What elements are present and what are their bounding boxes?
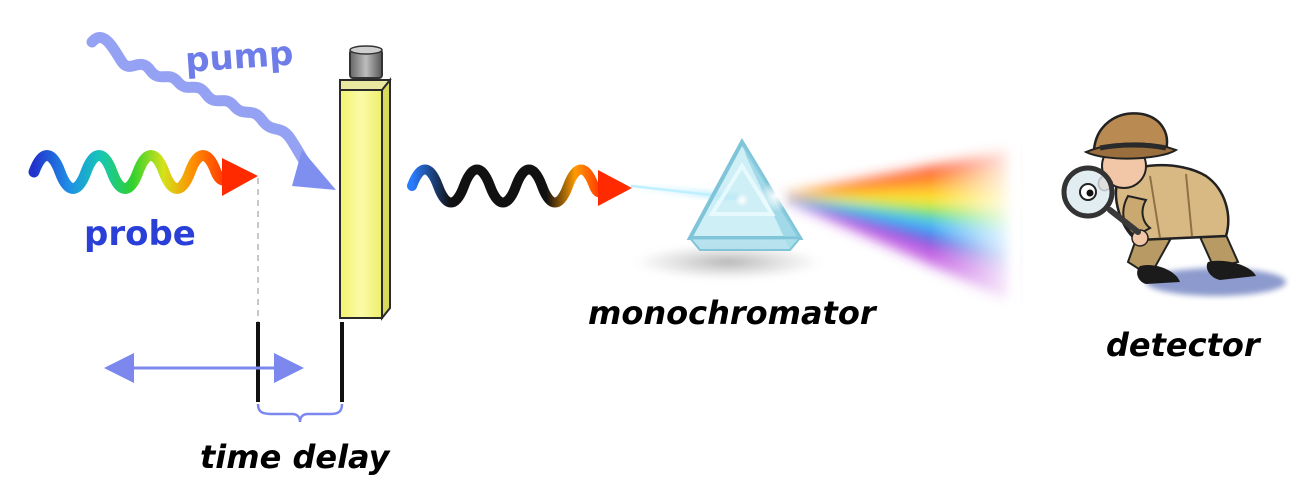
time-delay-indicator (104, 322, 344, 423)
monochromator-label: monochromator (588, 294, 878, 332)
probe-beam (28, 150, 258, 196)
delay-brace (256, 403, 344, 423)
probe-arrowhead (222, 158, 258, 196)
detector-label: detector (1106, 326, 1262, 364)
cuvette-body (339, 89, 383, 319)
sample-cuvette-icon (339, 45, 392, 321)
pump-label: pump (184, 34, 295, 81)
transmitted-arrowhead (598, 170, 632, 206)
transmitted-probe-beam (407, 164, 632, 208)
triangular-prism-icon (629, 130, 1020, 320)
detective-with-magnifier-icon (1061, 112, 1286, 296)
time-delay-label: time delay (200, 438, 391, 476)
pump-arrowhead (292, 150, 336, 190)
pump-beam (86, 32, 336, 190)
probe-label-text: probe (84, 214, 196, 254)
probe-label: probe (84, 214, 196, 254)
